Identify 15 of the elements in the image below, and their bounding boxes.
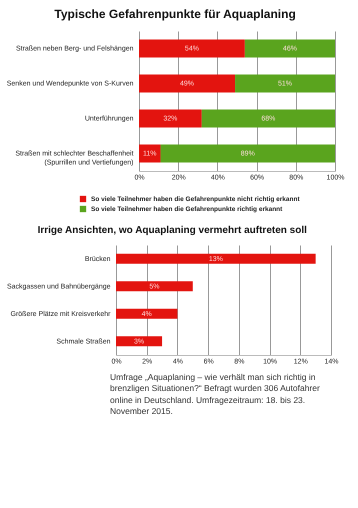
- bar: [235, 74, 335, 92]
- bar: [116, 336, 162, 346]
- bar: [116, 254, 316, 264]
- text: Umfrage „Aquaplaning – wie verhält man sich richtig in brenzligen Situationen?“ Befragt wurden 306 Autofahrer online in Deutschland. Umfragezeitraum: 18. bis 23. November 2015.: [109, 371, 321, 418]
- bar: [139, 144, 161, 162]
- bar: [202, 110, 335, 128]
- bar: [139, 74, 236, 92]
- bar: [244, 40, 335, 58]
- bar: [116, 281, 193, 292]
- bar: [139, 110, 202, 128]
- bar: [160, 144, 335, 162]
- bar: [116, 308, 178, 319]
- chart-title: Irrige Ansichten, wo Aquaplaning vermehrt auftreten soll: [38, 225, 308, 236]
- chart-title: Typische Gefahrenpunkte für Aquaplaning: [54, 7, 296, 21]
- bar: [139, 40, 245, 58]
